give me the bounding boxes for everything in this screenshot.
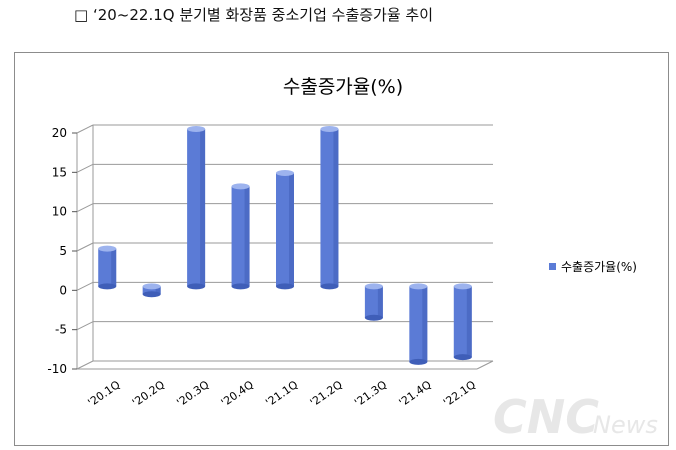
x-tick-label: '21.4Q: [397, 378, 434, 410]
bar-cylinder: [409, 283, 428, 365]
gridline-depth: [76, 163, 94, 173]
gridline-depth: [76, 242, 94, 252]
x-tick-label: '22.1Q: [441, 378, 478, 410]
legend-label: 수출증가율(%): [561, 260, 637, 274]
x-tick-label: '21.3Q: [352, 378, 389, 410]
gridline-depth: [76, 203, 94, 213]
bar-cylinder: [320, 126, 339, 290]
bar-shade: [422, 286, 428, 362]
x-tick-label: '20.3Q: [174, 378, 211, 410]
chart-title: 수출증가율(%): [283, 76, 403, 98]
bar-cylinder: [276, 170, 294, 290]
bar-shade: [155, 286, 161, 295]
bar-bottom-cap: [320, 283, 339, 290]
bar-top-cap: [98, 245, 117, 252]
bar-shade: [377, 286, 383, 318]
y-tick-label: -5: [55, 323, 67, 337]
bar-shade: [466, 286, 472, 358]
page-heading: □ ‘20~22.1Q 분기별 화장품 중소기업 수출증가율 추이: [74, 6, 434, 24]
bar-cylinder: [364, 283, 383, 321]
x-tick-label: '20.1Q: [85, 378, 122, 410]
bar-bottom-cap: [231, 283, 250, 290]
y-tick-label: -10: [47, 362, 67, 376]
watermark-logo-sub: News: [593, 411, 658, 439]
chart-frame: CNC News 수출증가율(%) 20 15 10 5 0 -5 -10'20.1Q '20…: [14, 52, 669, 446]
bar-bottom-cap: [276, 283, 294, 290]
bar-bottom-cap: [98, 283, 117, 290]
x-tick-label: '20.4Q: [219, 378, 256, 410]
bar-shade: [111, 248, 117, 287]
x-tick-label: '21.1Q: [263, 378, 300, 410]
bar-top-cap: [320, 126, 339, 132]
bar-cylinder: [187, 126, 206, 290]
bar-top-cap: [409, 283, 428, 290]
x-tick-label: '20.2Q: [130, 378, 167, 410]
watermark-logo: CNC: [493, 390, 599, 444]
y-tick-label: 0: [59, 283, 67, 297]
y-tick-label: 10: [52, 205, 67, 219]
y-tick-label: 15: [52, 165, 67, 179]
floor-right-edge: [476, 360, 494, 370]
bar-top-cap: [187, 126, 206, 132]
bar-top-cap: [142, 283, 161, 290]
bar-bottom-cap: [142, 291, 161, 298]
bar-cylinder: [453, 283, 472, 361]
bar-cylinder: [231, 183, 250, 290]
bar-shade: [333, 129, 339, 287]
bar-top-cap: [453, 283, 472, 290]
legend-swatch: [549, 263, 556, 270]
bar-cylinder: [142, 283, 161, 298]
bar-top-cap: [364, 283, 383, 290]
y-tick-label: 5: [59, 244, 67, 258]
bar: [142, 286, 161, 295]
bar-shade: [289, 173, 294, 287]
bar-bottom-cap: [409, 358, 428, 365]
gridline-depth: [76, 321, 94, 331]
bar-top-cap: [231, 183, 250, 190]
bar-shade: [200, 129, 206, 287]
gridline-depth: [76, 281, 94, 291]
gridline-depth: [76, 124, 94, 134]
x-tick-label: '21.2Q: [308, 378, 345, 410]
gridline-depth: [76, 360, 94, 370]
bar-bottom-cap: [187, 283, 206, 290]
bar-shade: [244, 186, 250, 287]
bar-bottom-cap: [453, 354, 472, 361]
bar-top-cap: [276, 170, 294, 177]
y-tick-label: 20: [52, 126, 67, 140]
bar-cylinder: [98, 245, 117, 290]
bar-bottom-cap: [364, 314, 383, 321]
